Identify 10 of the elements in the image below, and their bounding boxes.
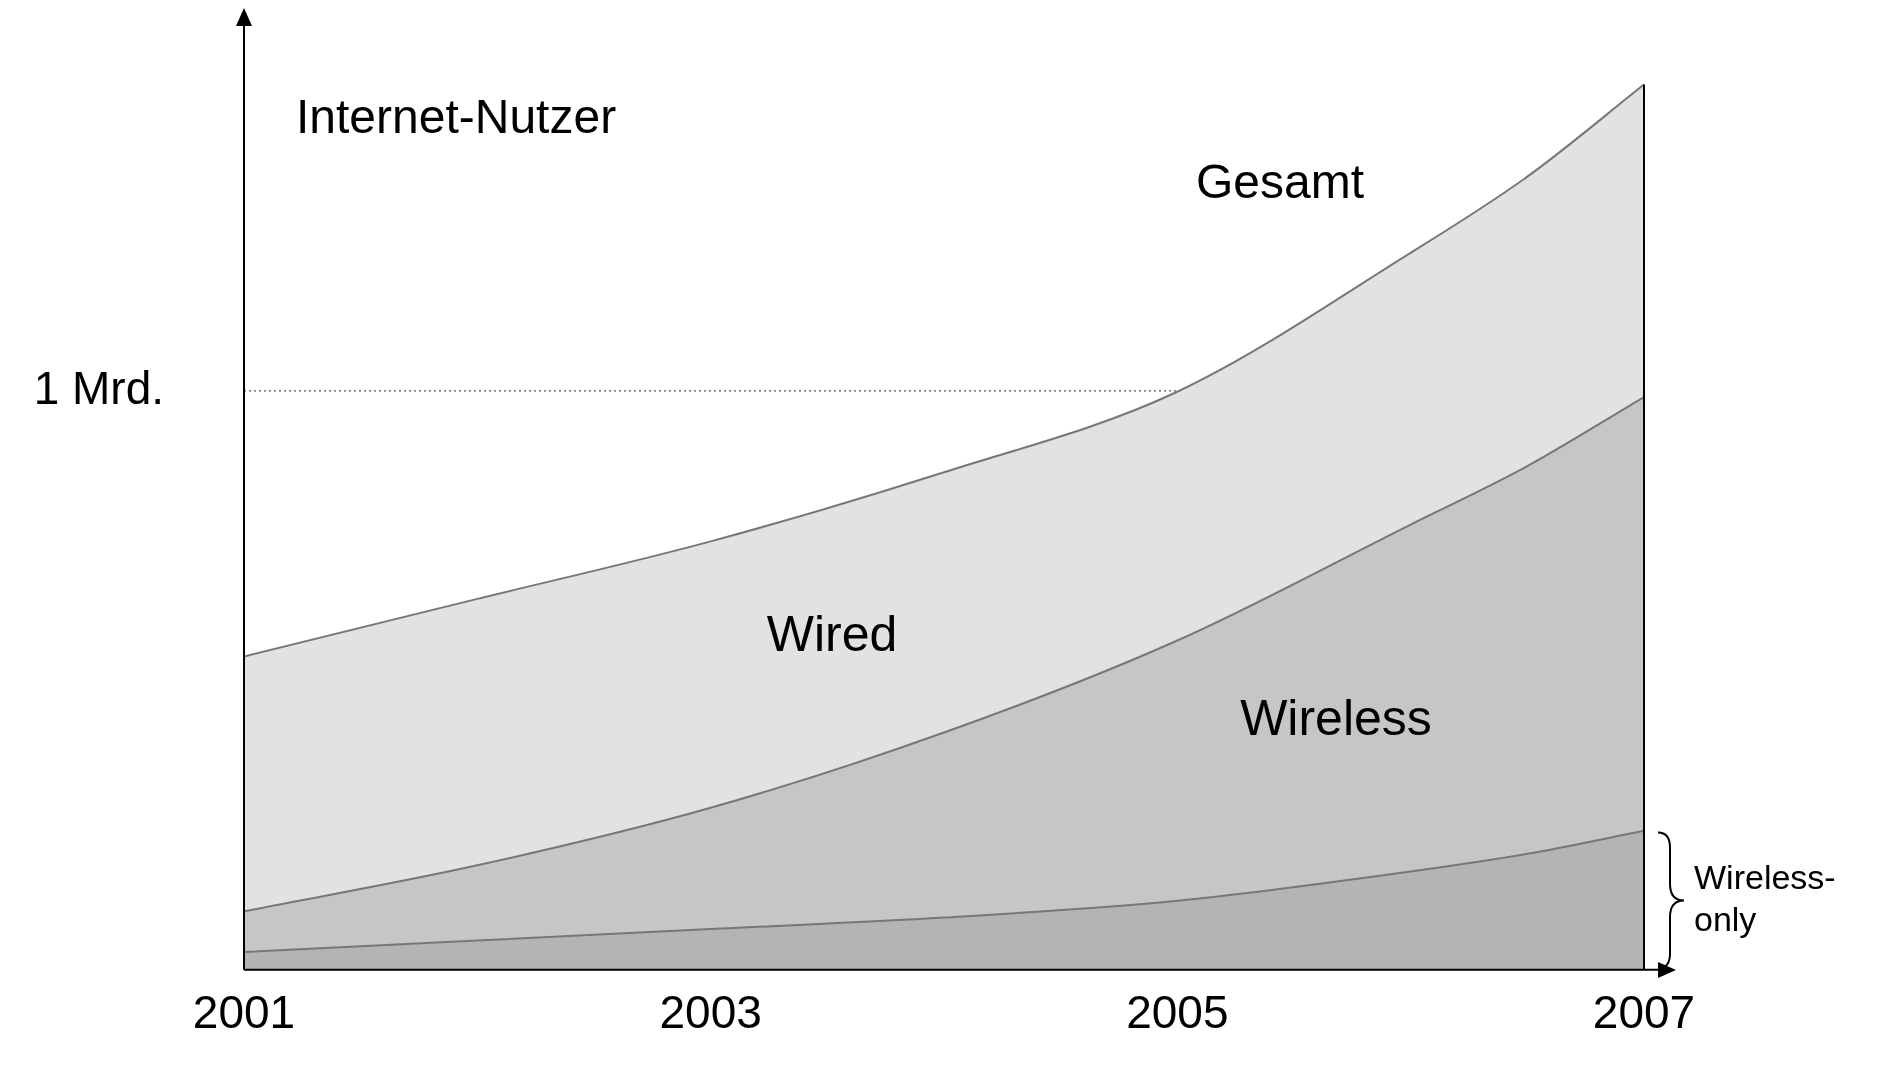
x-tick-label: 2005	[1126, 986, 1229, 1039]
series-label: Wireless-only	[1694, 857, 1836, 938]
series-label: Wired	[766, 605, 898, 662]
series-label: Wireless	[1240, 690, 1432, 747]
x-tick-label: 2007	[1592, 986, 1696, 1039]
y-axis-title: Internet-Nutzer	[296, 90, 617, 144]
ref-line-label: 1 Mrd.	[33, 361, 164, 414]
x-tick-label: 2001	[192, 986, 296, 1039]
annotation: Gesamt	[1195, 154, 1365, 208]
x-tick-label: 2003	[659, 986, 762, 1039]
